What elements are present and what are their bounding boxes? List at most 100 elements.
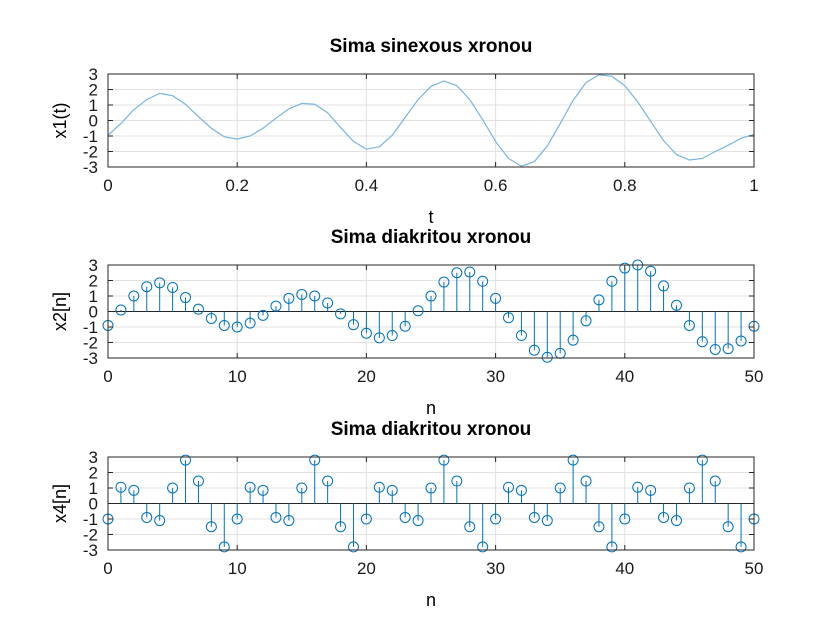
stem-marker <box>347 319 359 331</box>
y-tick-label: 0 <box>89 495 98 514</box>
stem-marker <box>451 475 463 487</box>
x-tick-label: 0 <box>103 176 112 195</box>
stem-marker <box>296 288 308 300</box>
stem-marker <box>360 513 372 525</box>
stem-marker <box>231 321 243 333</box>
stem-marker <box>244 481 256 493</box>
stem-marker <box>709 343 721 355</box>
stem-marker <box>490 513 502 525</box>
y-tick-label: -1 <box>83 127 98 146</box>
x-tick-label: 0.2 <box>225 176 249 195</box>
stem-marker <box>412 515 424 527</box>
stem-marker <box>735 335 747 347</box>
y-tick-label: -3 <box>83 158 98 177</box>
stem-marker <box>658 280 670 292</box>
stem-marker <box>412 305 424 317</box>
stem-marker <box>580 315 592 327</box>
stem-marker <box>503 481 515 493</box>
stem-marker <box>580 475 592 487</box>
stem-marker <box>296 482 308 494</box>
stem-marker <box>477 541 489 553</box>
stem-marker <box>399 320 411 332</box>
stem-marker <box>192 475 204 487</box>
chart-title: Sima sinexous xronou <box>330 36 533 57</box>
stem-marker <box>554 482 566 494</box>
stem-marker <box>503 312 515 324</box>
stem-marker <box>141 511 153 523</box>
stem-marker <box>205 312 217 324</box>
stem-marker <box>528 511 540 523</box>
x-tick-label: 50 <box>745 367 764 386</box>
y-tick-label: -2 <box>83 143 98 162</box>
y-tick-label: 3 <box>89 65 98 84</box>
x-axis-label: n <box>426 398 436 418</box>
y-tick-label: 3 <box>89 256 98 275</box>
y-tick-label: -1 <box>83 510 98 529</box>
stem-marker <box>515 330 527 342</box>
y-tick-label: 2 <box>89 464 98 483</box>
stem-marker <box>347 541 359 553</box>
y-tick-label: 1 <box>89 287 98 306</box>
stem-marker <box>619 262 631 274</box>
stem-marker <box>670 515 682 527</box>
stem-marker <box>141 281 153 293</box>
stem-marker <box>180 454 192 466</box>
stem-marker <box>205 521 217 533</box>
y-tick-label: -1 <box>83 318 98 337</box>
stem-marker <box>735 541 747 553</box>
stem-marker <box>167 281 179 293</box>
stem-marker <box>593 521 605 533</box>
x-tick-label: 1 <box>749 176 758 195</box>
x-tick-label: 0 <box>103 559 112 578</box>
stem-marker <box>244 317 256 329</box>
stem-marker <box>360 327 372 339</box>
stem-marker <box>218 319 230 331</box>
x-tick-label: 50 <box>745 559 764 578</box>
stem-marker <box>593 294 605 306</box>
y-tick-label: -3 <box>83 541 98 560</box>
stem-marker <box>541 515 553 527</box>
stem-marker <box>606 541 618 553</box>
stem-marker <box>632 481 644 493</box>
x-tick-label: 10 <box>228 367 247 386</box>
y-tick-label: 2 <box>89 81 98 100</box>
stem-marker <box>670 299 682 311</box>
stem-marker <box>373 481 385 493</box>
stem-marker <box>128 484 140 496</box>
x-tick-label: 20 <box>357 367 376 386</box>
y-tick-label: -3 <box>83 349 98 368</box>
stem-marker <box>270 511 282 523</box>
x-tick-label: 30 <box>486 367 505 386</box>
stem-marker <box>683 482 695 494</box>
stem-marker <box>309 290 321 302</box>
stem-marker <box>167 482 179 494</box>
stem-marker <box>115 304 127 316</box>
stem-marker <box>425 290 437 302</box>
stem-marker <box>645 484 657 496</box>
stem-marker <box>322 297 334 309</box>
chart-title: Sima diakritou xronou <box>331 419 532 440</box>
series-line <box>107 74 755 167</box>
stem-marker <box>464 521 476 533</box>
stem-marker <box>399 511 411 523</box>
stem-marker <box>322 475 334 487</box>
stem-marker <box>257 309 269 321</box>
stem-marker <box>541 351 553 363</box>
y-tick-label: 1 <box>89 479 98 498</box>
stem-marker <box>192 303 204 315</box>
x-tick-label: 40 <box>615 367 634 386</box>
stem-marker <box>154 277 166 289</box>
x-tick-label: 30 <box>486 559 505 578</box>
stem-marker <box>425 482 437 494</box>
y-tick-label: 0 <box>89 112 98 131</box>
y-axis-label: x2[n] <box>50 292 70 331</box>
stem-marker <box>464 266 476 278</box>
stem-marker <box>619 513 631 525</box>
stem-marker <box>283 515 295 527</box>
stem-marker <box>231 513 243 525</box>
y-axis-label: x1(t) <box>50 103 70 139</box>
y-tick-label: 2 <box>89 272 98 291</box>
